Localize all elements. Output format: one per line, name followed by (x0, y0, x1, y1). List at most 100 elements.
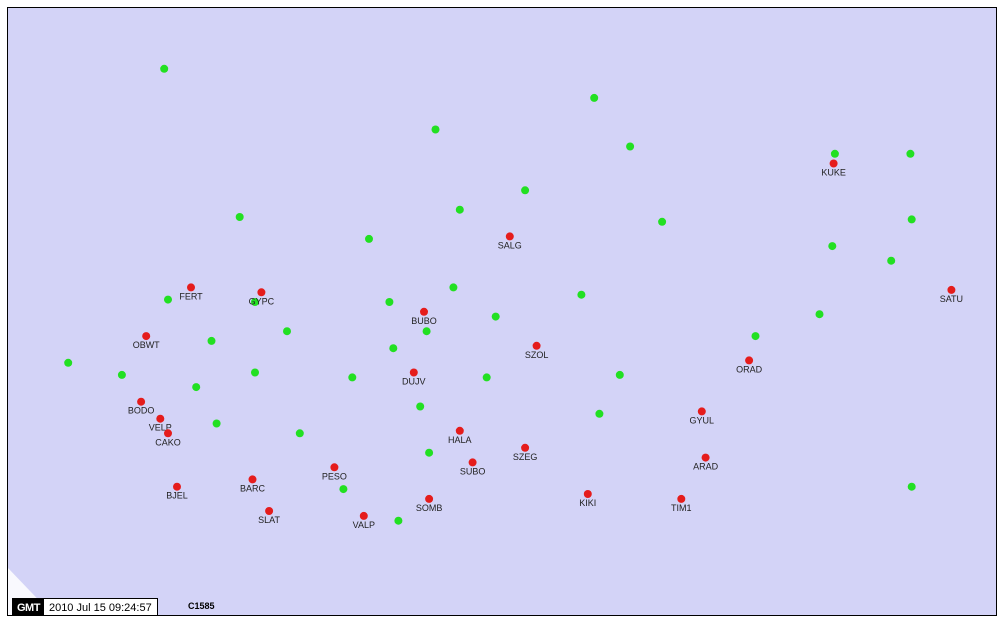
campaign-station-marker (212, 419, 221, 428)
station-marker-tim1 (677, 494, 686, 503)
campaign-station-marker (906, 149, 915, 158)
station-marker-subo (468, 458, 477, 467)
campaign-station-marker (251, 368, 259, 377)
station-label-fert: FERT (179, 291, 203, 301)
campaign-station-marker (164, 295, 172, 304)
plot-code: C1585 (188, 601, 215, 611)
station-marker-obwt (142, 332, 151, 341)
campaign-station-marker (422, 327, 431, 336)
campaign-station-marker (615, 370, 624, 379)
campaign-station-marker (815, 310, 824, 319)
station-marker-dujv (409, 368, 418, 377)
station-label-satu: SATU (940, 294, 963, 304)
campaign-station-marker (348, 373, 357, 382)
station-label-bjel: BJEL (166, 491, 188, 501)
campaign-station-marker (64, 358, 73, 367)
station-marker-valp (359, 511, 368, 520)
permanent-stations: KUKE SALG SATU FERT GYPC BUBO OBWT SZOL ORAD DUJV… (128, 159, 963, 530)
campaign-station-marker (207, 336, 216, 345)
station-marker-satu (947, 285, 956, 294)
station-marker-peso (330, 463, 339, 472)
station-label-kuke: KUKE (821, 168, 846, 178)
station-marker-velp (156, 414, 165, 423)
station-marker-kiki (583, 490, 592, 498)
station-marker-fert (187, 283, 195, 292)
station-label-bodo: BODO (128, 406, 155, 416)
campaign-station-marker (590, 93, 599, 102)
station-marker-barc (248, 475, 257, 484)
station-label-szeg: SZEG (513, 452, 538, 462)
station-marker-bjel (173, 482, 181, 491)
station-label-gyul: GYUL (690, 415, 715, 425)
station-label-obwt: OBWT (133, 340, 160, 350)
station-label-dujv: DUJV (402, 377, 426, 387)
campaign-station-marker (887, 256, 896, 265)
campaign-station-marker (389, 344, 398, 353)
campaign-station-marker (521, 186, 530, 195)
campaign-station-marker (482, 373, 491, 382)
station-label-subo: SUBO (460, 466, 486, 476)
station-label-salg: SALG (498, 240, 522, 250)
gmt-logo: GMT (13, 599, 44, 615)
campaign-station-marker (828, 242, 837, 251)
station-marker-orad (745, 356, 754, 365)
station-marker-cako (164, 429, 172, 438)
campaign-stations (64, 64, 916, 525)
campaign-station-marker (577, 290, 586, 299)
campaign-station-marker (160, 64, 169, 73)
station-label-velp: VELP (149, 423, 172, 433)
station-marker-szol (532, 341, 541, 350)
station-marker-szeg (521, 443, 530, 452)
campaign-station-marker (455, 205, 464, 214)
plot-timestamp: 2010 Jul 15 09:24:57 (48, 602, 152, 614)
campaign-station-marker (283, 327, 291, 336)
campaign-station-marker (416, 402, 425, 411)
campaign-station-marker (449, 283, 458, 292)
campaign-station-marker (907, 482, 916, 491)
campaign-station-marker (235, 213, 244, 221)
campaign-station-marker (385, 298, 394, 306)
gmt-timestamp-box: GMT 2010 Jul 15 09:24:57 (12, 598, 158, 615)
campaign-station-marker (626, 142, 635, 151)
station-label-hala: HALA (448, 435, 472, 445)
station-label-slat: SLAT (258, 515, 280, 525)
campaign-station-marker (251, 298, 259, 306)
campaign-station-marker (751, 332, 760, 341)
station-label-valp: VALP (353, 520, 375, 530)
campaign-station-marker (339, 485, 348, 494)
station-map: KUKE SALG SATU FERT GYPC BUBO OBWT SZOL ORAD DUJV… (8, 64, 963, 615)
station-marker-somb (425, 494, 434, 503)
map-frame: KUKE SALG SATU FERT GYPC BUBO OBWT SZOL ORAD DUJV… (7, 7, 997, 616)
station-label-peso: PESO (322, 471, 347, 481)
campaign-station-marker (830, 149, 839, 158)
campaign-station-marker (907, 215, 916, 224)
station-label-orad: ORAD (736, 364, 763, 374)
station-marker-gypc (257, 288, 266, 297)
station-label-gypc: GYPC (249, 296, 275, 306)
campaign-station-marker (365, 234, 373, 243)
campaign-station-marker (117, 370, 126, 379)
campaign-station-marker (595, 409, 604, 418)
station-label-szol: SZOL (525, 350, 549, 360)
station-marker-hala (455, 426, 464, 435)
station-marker-kuke (829, 159, 838, 168)
station-label-somb: SOMB (416, 503, 443, 513)
station-label-barc: BARC (240, 483, 266, 493)
station-marker-bodo (137, 397, 146, 406)
campaign-station-marker (431, 125, 440, 134)
campaign-station-marker (658, 217, 667, 226)
campaign-station-marker (491, 312, 500, 321)
station-marker-arad (701, 453, 710, 462)
campaign-station-marker (192, 383, 201, 392)
station-label-arad: ARAD (693, 462, 719, 472)
station-label-kiki: KIKI (579, 498, 596, 508)
station-marker-slat (265, 507, 274, 515)
station-marker-bubo (420, 307, 428, 316)
station-marker-salg (505, 232, 514, 241)
station-label-tim1: TIM1 (671, 503, 692, 513)
campaign-station-marker (295, 429, 304, 438)
campaign-station-marker (394, 516, 403, 525)
station-marker-gyul (697, 407, 706, 416)
campaign-station-marker (425, 448, 434, 457)
station-label-cako: CAKO (155, 437, 181, 447)
